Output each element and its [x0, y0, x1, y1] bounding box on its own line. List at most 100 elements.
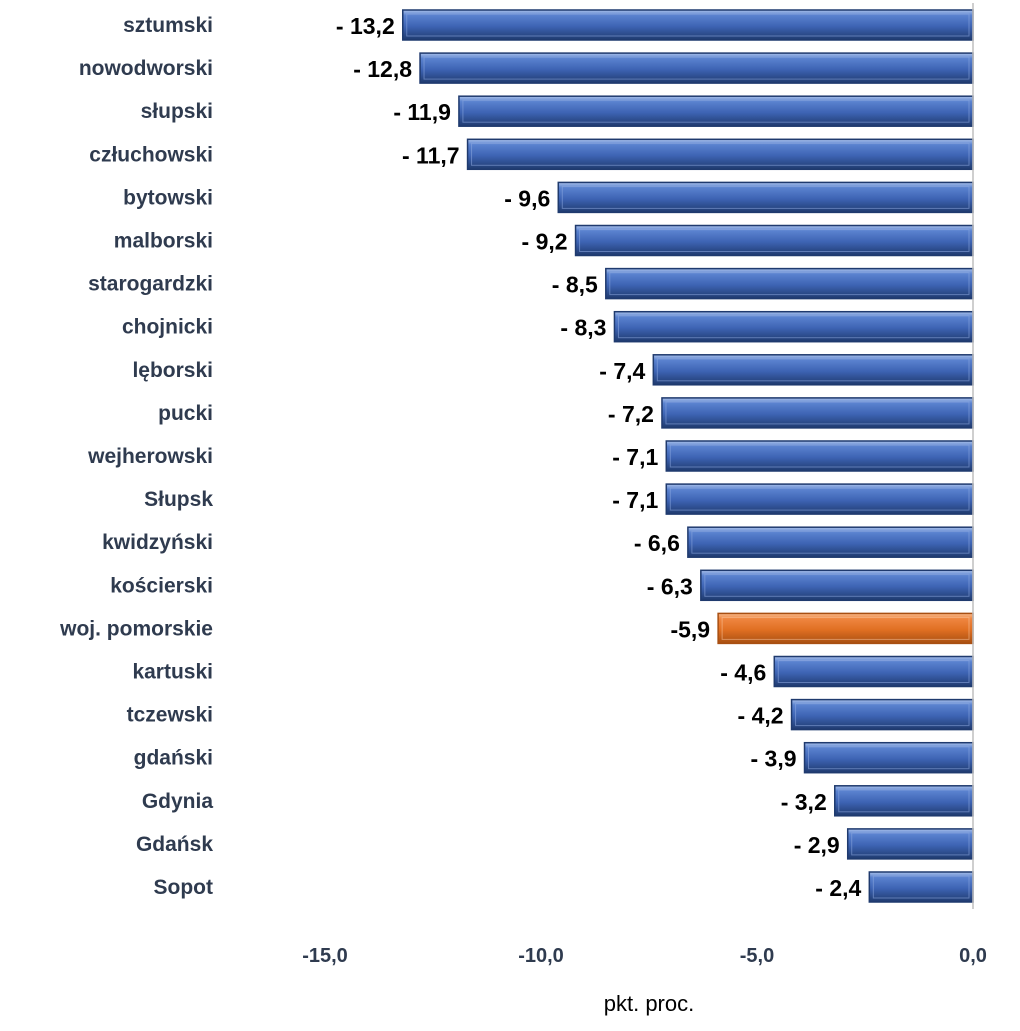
bar-rect	[834, 785, 974, 817]
bar-rect	[458, 95, 974, 127]
category-label-woj-pomorskie: woj. pomorskie	[59, 617, 213, 640]
value-label-sopot: - 2,4	[815, 875, 861, 901]
category-label-lęborski: lęborski	[132, 359, 213, 382]
bar-rect	[466, 138, 974, 171]
x-tick-label: -15,0	[302, 945, 348, 967]
bar-bevel	[665, 401, 970, 425]
bar-bevel	[808, 746, 970, 770]
value-label-słupsk: - 7,1	[612, 487, 658, 513]
value-label-starogardzki: - 8,5	[552, 272, 598, 298]
bar-rect	[419, 52, 974, 84]
bar-bytowski	[557, 181, 974, 214]
bar-bevel	[423, 56, 970, 80]
category-label-słupski: słupski	[141, 100, 213, 123]
value-label-człuchowski: - 11,7	[402, 142, 460, 168]
value-label-malborski: - 9,2	[522, 229, 568, 255]
x-tick-labels-group: -15,0 -10,0 -5,0 0,0	[302, 945, 987, 967]
category-label-tczewski: tczewski	[127, 704, 213, 727]
bar-bevel	[471, 142, 970, 166]
category-label-gdynia: Gdynia	[142, 790, 214, 813]
category-label-pucki: pucki	[158, 402, 213, 425]
value-label-pucki: - 7,2	[608, 401, 654, 427]
bar-rect	[687, 526, 974, 558]
bar-lęborski	[652, 354, 974, 386]
bar-bevel	[777, 660, 970, 683]
bar-sopot	[868, 871, 974, 903]
category-label-kartuski: kartuski	[132, 661, 213, 684]
value-label-kwidzyński: - 6,6	[634, 530, 680, 556]
bar-gdynia	[834, 785, 974, 817]
bar-słupsk	[665, 483, 974, 515]
category-label-bytowski: bytowski	[123, 186, 213, 209]
bar-starogardzki	[605, 267, 974, 300]
value-label-kartuski: - 4,6	[720, 660, 766, 686]
bar-bevel	[579, 229, 970, 252]
x-tick-label: 0,0	[959, 945, 987, 967]
bar-bevel	[609, 272, 970, 296]
bar-tczewski	[790, 698, 974, 731]
bar-rect	[402, 9, 974, 41]
bar-rect	[846, 828, 974, 860]
value-label-słupski: - 11,9	[393, 99, 451, 125]
value-label-woj-pomorskie: -5,9	[670, 616, 710, 642]
category-label-wejherowski: wejherowski	[87, 445, 213, 468]
value-label-kościerski: - 6,3	[647, 573, 693, 599]
bar-gdańsk	[846, 828, 974, 860]
value-label-gdynia: - 3,2	[781, 789, 827, 815]
bars-group	[402, 9, 974, 903]
bar-bevel	[691, 530, 970, 554]
bar-bevel	[617, 315, 970, 339]
bar-rect	[803, 741, 974, 774]
category-label-malborski: malborski	[114, 230, 213, 253]
bar-chojnicki	[613, 310, 974, 343]
bar-gdański	[803, 741, 974, 774]
bar-bevel	[669, 487, 970, 511]
category-label-kościerski: kościerski	[110, 574, 213, 597]
x-tick-label: -5,0	[740, 945, 774, 967]
value-label-gdańsk: - 2,9	[794, 832, 840, 858]
bar-rect	[605, 267, 974, 300]
value-label-chojnicki: - 8,3	[560, 315, 606, 341]
bar-bevel	[656, 358, 970, 382]
x-tick-label: -10,0	[518, 945, 564, 967]
bar-rect	[652, 354, 974, 386]
bar-słupski	[458, 95, 974, 127]
category-labels-group: sztumski nowodworski słupski człuchowski byt…	[59, 14, 213, 899]
bar-bevel	[704, 573, 970, 597]
value-label-tczewski: - 4,2	[738, 703, 784, 729]
bar-bevel	[462, 99, 970, 123]
bar-kartuski	[773, 655, 974, 688]
category-label-słupsk: Słupsk	[144, 488, 213, 511]
category-label-starogardzki: starogardzki	[88, 273, 213, 296]
bar-bevel	[406, 13, 970, 37]
value-label-bytowski: - 9,6	[504, 185, 550, 211]
bar-człuchowski	[466, 138, 974, 171]
bar-bevel	[795, 703, 970, 727]
bar-bevel	[851, 832, 970, 856]
bar-wejherowski	[665, 440, 974, 472]
bar-rect	[613, 310, 974, 343]
value-label-nowodworski: - 12,8	[353, 56, 412, 82]
category-label-sztumski: sztumski	[123, 14, 213, 37]
bar-bevel	[721, 616, 970, 640]
bar-malborski	[574, 224, 974, 257]
bar-bevel	[561, 185, 970, 209]
bar-rect	[790, 698, 974, 731]
bar-rect	[574, 224, 974, 257]
value-label-sztumski: - 13,2	[336, 13, 395, 39]
category-label-nowodworski: nowodworski	[79, 57, 213, 80]
x-axis-title: pkt. proc.	[604, 991, 694, 1016]
value-label-lęborski: - 7,4	[599, 358, 645, 384]
bar-bevel	[669, 444, 970, 468]
category-label-sopot: Sopot	[154, 876, 213, 899]
bar-pucki	[661, 397, 974, 429]
bar-kwidzyński	[687, 526, 974, 558]
bar-nowodworski	[419, 52, 974, 84]
category-label-gdański: gdański	[134, 747, 213, 770]
category-label-człuchowski: człuchowski	[89, 143, 213, 166]
bar-bevel	[872, 875, 970, 899]
bar-rect	[773, 655, 974, 688]
bar-rect	[665, 483, 974, 515]
bar-rect	[868, 871, 974, 903]
